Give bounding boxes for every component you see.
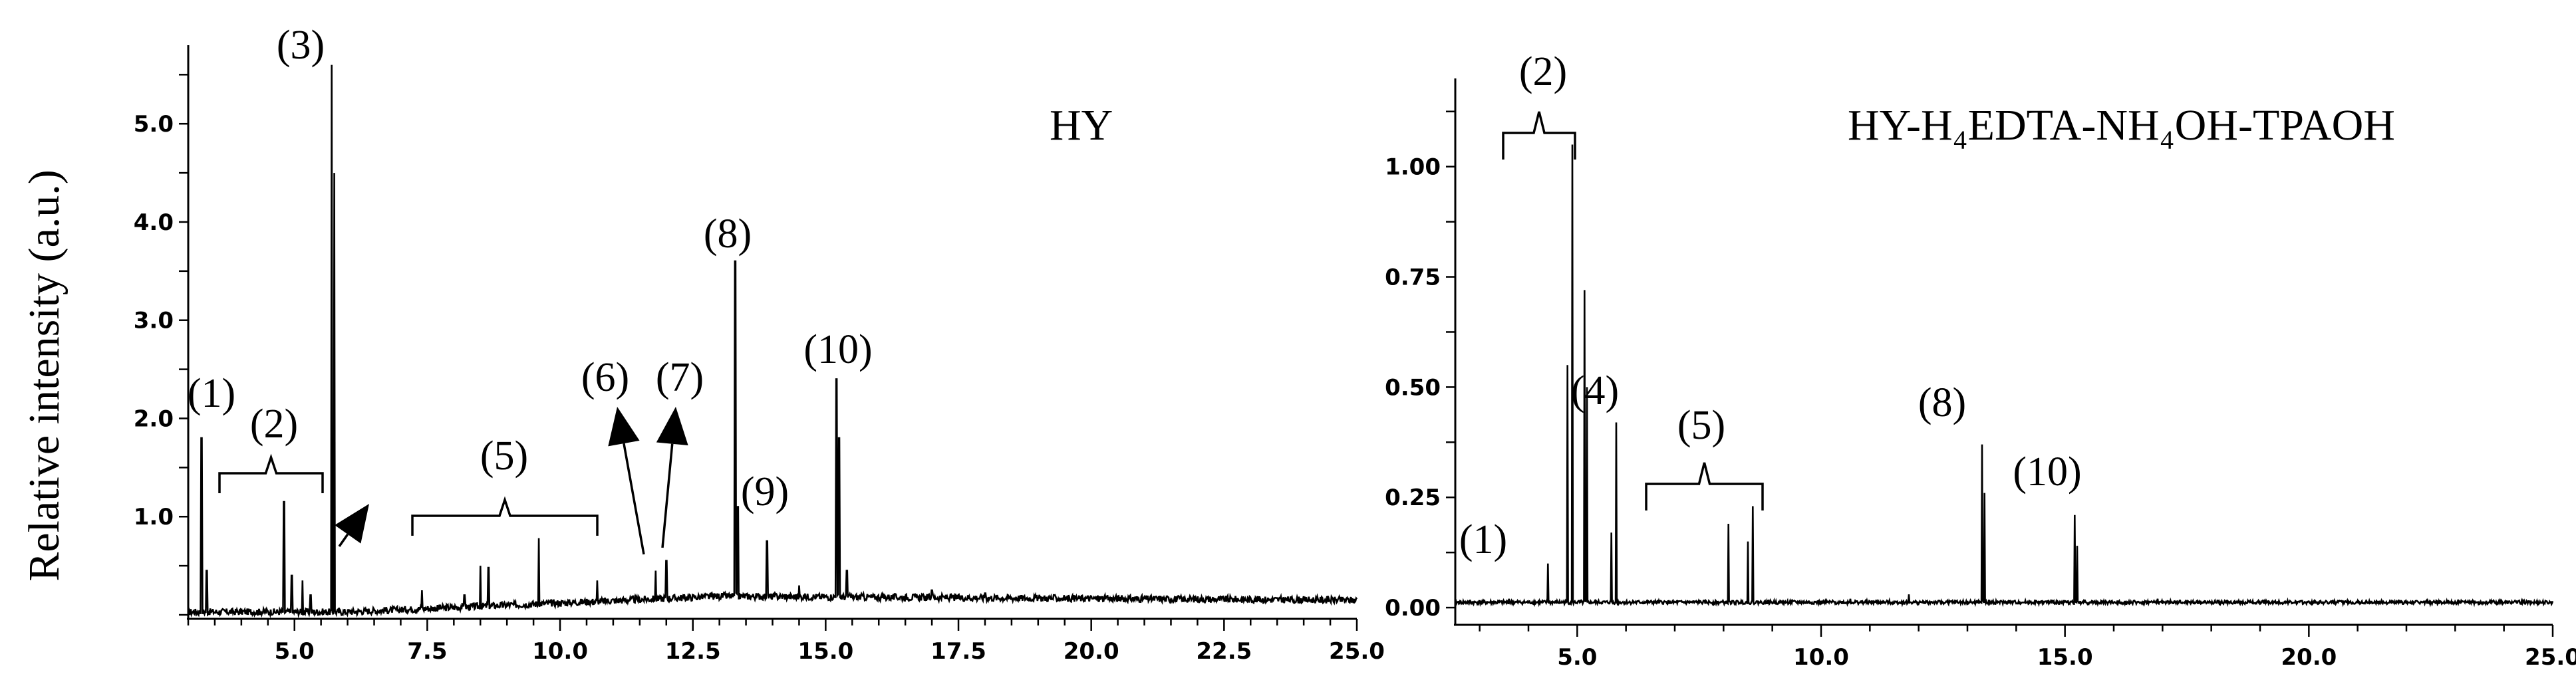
peak-label: (8) [1918,380,1966,425]
y-axis-label: Relative intensity (a.u.) [20,169,69,582]
chart-title-hy: HY [1050,101,1113,150]
x-tick-label: 12.5 [665,638,721,665]
chromatogram-trace-hy [188,64,1358,619]
y-tick-label: 0.75 [1385,265,1441,291]
peak-label: (6) [581,355,629,400]
y-tick-labels: 1.0 2.0 3.0 4.0 5.0 [134,111,174,530]
y-tick-label: 2.0 [134,405,174,432]
x-tick-label: 25.0 [1329,638,1385,665]
arrow-head [656,407,688,446]
peak-label: (10) [803,327,872,372]
peak-label: (10) [2013,449,2081,495]
peak-label: (1) [1459,517,1507,562]
y-tick-label: 0.00 [1385,595,1441,621]
peak-label: (2) [250,401,298,447]
peak-label: (8) [704,211,752,257]
x-tick-label: 15.0 [797,638,853,665]
y-tick-label: 0.50 [1385,374,1441,401]
x-tick-label: 10.0 [1793,644,1849,671]
peak-label: (9) [741,469,789,514]
x-tick-label: 20.0 [2281,644,2337,671]
chart-hy: 5.0 7.5 10.0 12.5 15.0 17.5 20.0 22.5 25.0 1.0 2.… [134,23,1385,665]
x-tick-label: 7.5 [407,638,447,665]
arrow-line [338,533,349,548]
x-tick-label: 22.5 [1196,638,1252,665]
chart-title-treated: HY-H₄EDTA-NH₄OH-TPAOH [1848,101,2395,150]
y-tick-label: 4.0 [134,209,174,236]
peak-label: (1) [188,371,235,416]
peak-label: (5) [480,433,528,479]
peak-label: (3) [277,23,325,68]
x-tick-label: 20.0 [1064,638,1119,665]
y-tick-labels: 0.00 0.25 0.50 0.75 1.00 [1385,154,1441,621]
y-tick-label: 3.0 [134,308,174,334]
arrow-line [661,443,674,548]
x-tick-label: 17.5 [930,638,986,665]
x-tick-labels: 5.0 10.0 15.0 20.0 25.0 [1557,644,2576,671]
peak-label: (2) [1519,49,1567,94]
bracket [411,496,599,536]
arrow-head [608,407,640,447]
x-tick-label: 5.0 [275,638,315,665]
bracket [1502,111,1576,160]
arrow-head [335,504,369,544]
arrow-line [623,443,645,555]
x-tick-label: 10.0 [532,638,588,665]
y-tick-label: 0.25 [1385,485,1441,511]
peak-annotations: (1) (2) (3) (5) (6) (7) (8) (9) (10) [188,23,873,555]
x-tick-label: 5.0 [1557,644,1597,671]
x-tick-labels: 5.0 7.5 10.0 12.5 15.0 17.5 20.0 22.5 25.0 [275,638,1385,665]
y-tick-label: 1.00 [1385,154,1441,181]
x-tick-label: 25.0 [2525,644,2576,671]
peak-label: (7) [656,355,704,400]
y-tick-label: 5.0 [134,111,174,138]
y-tick-label: 1.0 [134,504,174,530]
bracket [218,453,324,493]
chromatogram-trace-treated [1455,144,2554,608]
peak-label: (4) [1571,368,1619,413]
axes [1446,78,2554,637]
peak-label: (5) [1677,403,1725,448]
x-tick-label: 15.0 [2037,644,2093,671]
chart-treated: 5.0 10.0 15.0 20.0 25.0 0.00 0.25 0.50 0.75 1.00… [1385,49,2576,671]
axes [179,45,1358,631]
bracket [1645,462,1764,510]
peak-annotations: (1) (2) (4) (5) (8) (10) [1459,49,2082,562]
